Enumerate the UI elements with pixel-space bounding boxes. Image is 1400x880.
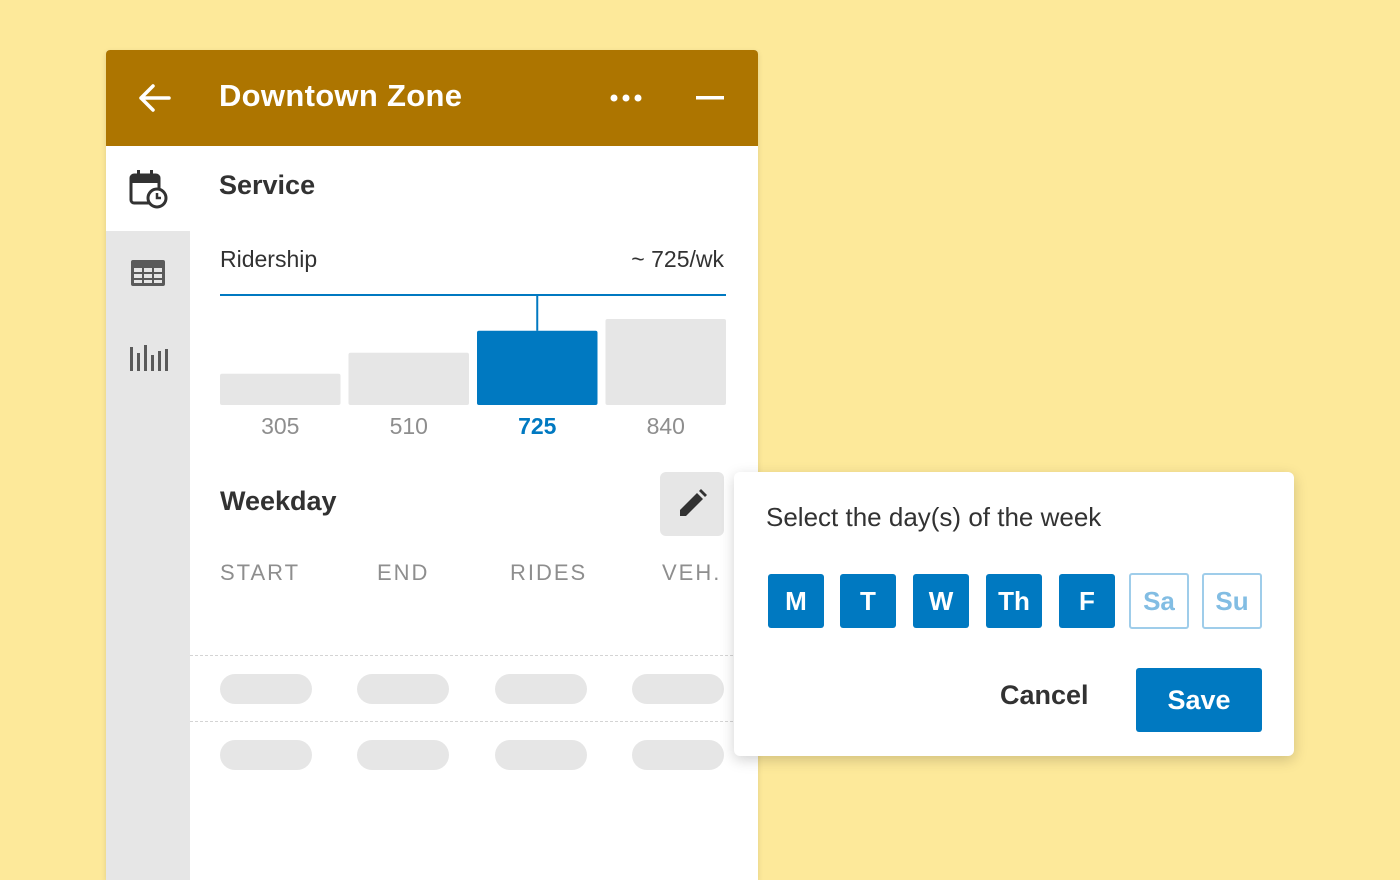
column-header-vehicles: VEH. (662, 560, 722, 585)
placeholder-cell (357, 674, 449, 704)
column-header-start: START (220, 560, 301, 585)
day-toggle-friday[interactable]: F (1059, 574, 1115, 628)
table-icon (131, 260, 165, 286)
side-rail (106, 146, 190, 880)
back-button[interactable] (136, 82, 172, 114)
day-select-popover: Select the day(s) of the week M T W Th F… (734, 472, 1294, 756)
section-title: Service (219, 170, 316, 200)
more-horizontal-icon (610, 94, 642, 102)
chart-bar[interactable] (605, 319, 727, 405)
day-toggle-saturday[interactable]: Sa (1129, 573, 1189, 629)
ridership-value: ~ 725/wk (631, 246, 724, 272)
row-divider (190, 655, 758, 656)
chart-bar-label: 725 (518, 413, 557, 439)
placeholder-cell (357, 740, 449, 770)
pencil-icon (680, 489, 707, 516)
placeholder-cell (632, 740, 724, 770)
cancel-button[interactable]: Cancel (1000, 680, 1089, 710)
placeholder-cell (220, 674, 312, 704)
service-content: Service Ridership ~ 725/wk 305 510 725 840 … (190, 146, 758, 880)
placeholder-cell (495, 674, 587, 704)
popover-prompt: Select the day(s) of the week (766, 502, 1102, 532)
minimize-icon (696, 96, 724, 100)
rail-item-service[interactable] (106, 146, 190, 231)
ridership-label: Ridership (220, 246, 318, 272)
rail-item-chart[interactable] (106, 316, 190, 400)
bar-chart-icon (130, 345, 168, 371)
panel-header: Downtown Zone (106, 50, 758, 146)
edit-schedule-button[interactable] (660, 472, 724, 536)
panel-title: Downtown Zone (219, 78, 463, 113)
day-toggle-thursday[interactable]: Th (986, 574, 1042, 628)
weekday-title: Weekday (220, 486, 337, 516)
day-toggle-wednesday[interactable]: W (913, 574, 969, 628)
chart-bar[interactable] (348, 352, 470, 405)
calendar-clock-icon (129, 169, 168, 208)
chart-bar-label: 840 (647, 413, 685, 439)
placeholder-cell (495, 740, 587, 770)
row-divider (190, 721, 758, 722)
minimize-button[interactable] (692, 86, 728, 110)
rail-item-table[interactable] (106, 231, 190, 315)
day-toggle-tuesday[interactable]: T (840, 574, 896, 628)
chart-bar-label: 510 (390, 413, 428, 439)
chart-bar[interactable] (220, 373, 341, 405)
chart-bar-label: 305 (261, 413, 299, 439)
placeholder-cell (220, 740, 312, 770)
day-toggle-monday[interactable]: M (768, 574, 824, 628)
arrow-left-icon (139, 84, 171, 112)
zone-panel: Downtown Zone (106, 50, 758, 880)
save-button[interactable]: Save (1136, 668, 1262, 732)
day-toggle-sunday[interactable]: Su (1202, 573, 1262, 629)
more-button[interactable] (606, 86, 646, 110)
placeholder-cell (632, 674, 724, 704)
chart-bar[interactable] (477, 330, 598, 405)
column-header-rides: RIDES (510, 560, 588, 585)
ridership-chart[interactable]: 305 510 725 840 (220, 294, 726, 454)
column-header-end: END (377, 560, 430, 585)
